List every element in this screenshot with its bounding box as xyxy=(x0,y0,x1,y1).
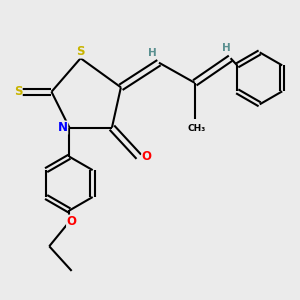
Text: H: H xyxy=(148,48,157,58)
Text: N: N xyxy=(58,121,68,134)
Text: S: S xyxy=(76,45,85,58)
Text: CH₃: CH₃ xyxy=(188,124,206,133)
Text: H: H xyxy=(222,44,230,53)
Text: O: O xyxy=(142,150,152,163)
Text: S: S xyxy=(14,85,22,98)
Text: O: O xyxy=(67,215,76,228)
